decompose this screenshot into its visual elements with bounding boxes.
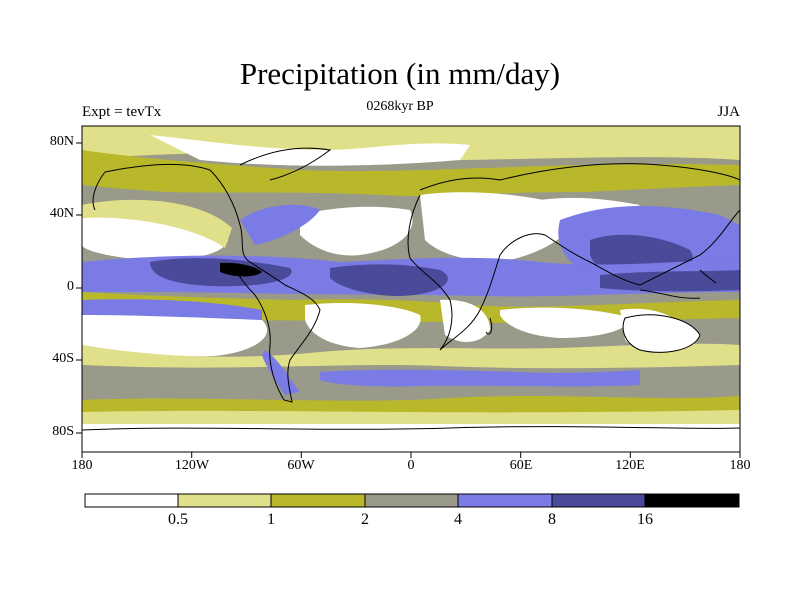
lat-tick-label: 80N [49, 134, 74, 149]
time-label: 0268kyr BP [366, 99, 434, 114]
colorbar-swatch-3 [365, 494, 458, 507]
colorbar-label: 8 [548, 511, 556, 528]
season-label: JJA [717, 104, 740, 120]
coastlines [82, 147, 740, 431]
colorbar-swatch-2 [271, 494, 365, 507]
colorbar-swatch-0 [85, 494, 178, 507]
lon-tick-label: 120W [174, 458, 210, 473]
precip-field [82, 126, 740, 452]
lon-tick-label: 180 [729, 458, 751, 473]
colorbar-label: 0.5 [168, 511, 188, 528]
lat-tick-label: 80S [52, 424, 74, 439]
axis-ticks [76, 142, 741, 458]
colorbar-label: 2 [361, 511, 369, 528]
colorbar-swatch-6 [645, 494, 739, 507]
lat-tick-label: 0 [67, 279, 74, 294]
lat-tick-label: 40S [52, 351, 74, 366]
lon-tick-label: 60E [509, 458, 533, 473]
lon-tick-label: 180 [71, 458, 93, 473]
colorbar-swatch-4 [458, 494, 552, 507]
lon-tick-label: 60W [287, 458, 315, 473]
colorbar [84, 493, 740, 508]
colorbar-swatch-1 [178, 494, 271, 507]
lon-tick-label: 0 [407, 458, 415, 473]
experiment-label: Expt = tevTx [82, 104, 162, 120]
map-title: Precipitation (in mm/day) [239, 56, 561, 91]
colorbar-swatch-5 [552, 494, 645, 507]
lon-tick-label: 120E [615, 458, 645, 473]
lat-tick-label: 40N [49, 206, 74, 221]
colorbar-label: 4 [454, 511, 462, 528]
colorbar-label: 16 [637, 511, 653, 528]
colorbar-label: 1 [267, 511, 275, 528]
